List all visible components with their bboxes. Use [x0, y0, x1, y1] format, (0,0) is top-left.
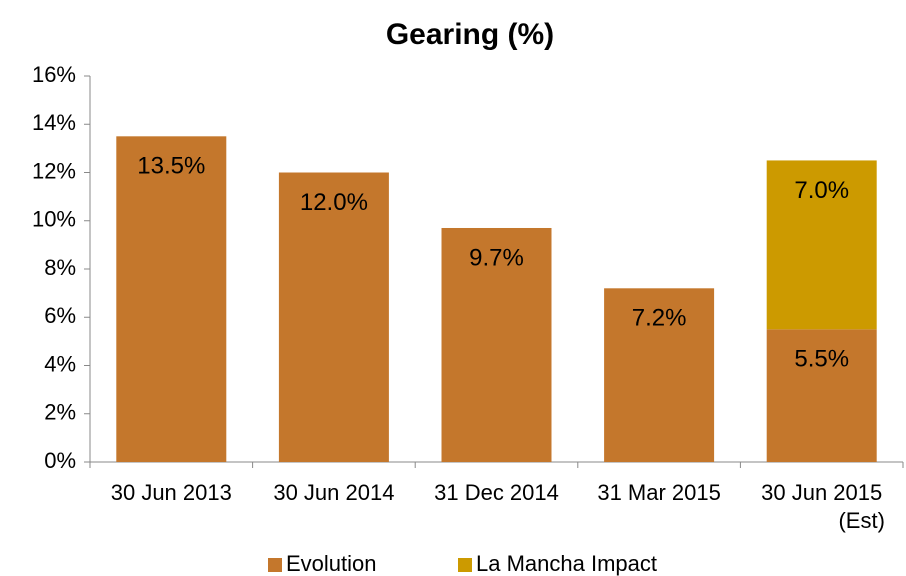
- x-tick-label: 30 Jun 2013: [111, 480, 232, 505]
- data-label: 7.0%: [794, 177, 849, 204]
- y-tick-label: 16%: [32, 62, 76, 87]
- data-label: 12.0%: [300, 189, 368, 216]
- x-tick-label: 31 Mar 2015: [597, 480, 721, 505]
- y-tick-label: 12%: [32, 158, 76, 183]
- y-tick-label: 8%: [44, 255, 76, 280]
- x-tick-label: 31 Dec 2014: [434, 480, 559, 505]
- data-label: 13.5%: [137, 153, 205, 180]
- y-tick-label: 6%: [44, 303, 76, 328]
- y-tick-label: 14%: [32, 110, 76, 135]
- x-tick-label: 30 Jun 2014: [273, 480, 394, 505]
- bar-segment: [604, 288, 715, 462]
- chart-title: Gearing (%): [386, 18, 554, 51]
- y-tick-label: 2%: [44, 400, 76, 425]
- bar-segment: [766, 329, 877, 462]
- data-label: 7.2%: [632, 305, 687, 332]
- data-label: 9.7%: [469, 244, 524, 271]
- y-tick-label: 0%: [44, 448, 76, 473]
- legend-label: Evolution: [286, 551, 377, 576]
- data-label: 5.5%: [794, 346, 849, 373]
- x-tick-label-line: 30 Jun 2015: [761, 480, 882, 505]
- x-tick-label-line: (Est): [838, 508, 884, 533]
- y-tick-label: 10%: [32, 207, 76, 232]
- legend-swatch: [268, 558, 282, 572]
- bar-segment: [278, 172, 389, 462]
- bar-segment: [116, 136, 227, 462]
- legend-label: La Mancha Impact: [476, 551, 657, 576]
- legend-swatch: [458, 558, 472, 572]
- x-tick-label: 30 Jun 2015 (Est): [761, 480, 885, 533]
- y-tick-label: 4%: [44, 351, 76, 376]
- bar-segment: [766, 160, 877, 330]
- bar-segment: [441, 227, 552, 462]
